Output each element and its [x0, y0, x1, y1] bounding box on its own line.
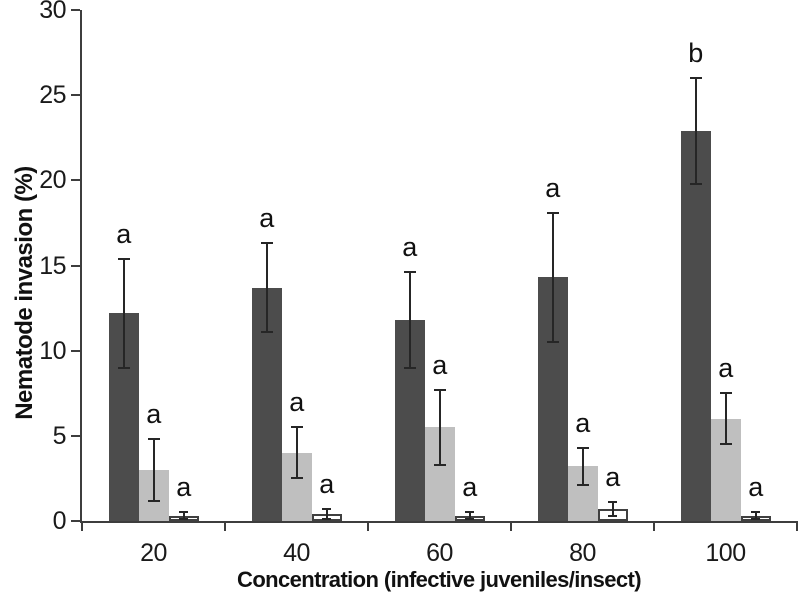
- error-bar-cap-bottom: [179, 518, 188, 521]
- x-axis-title: Concentration (infective juveniles/insec…: [237, 567, 642, 592]
- significance-letter: a: [176, 472, 191, 503]
- error-bar: [551, 212, 554, 343]
- error-bar-cap-bottom: [608, 514, 617, 517]
- y-axis-tick: [71, 9, 80, 11]
- error-bar: [754, 512, 757, 520]
- significance-letter: a: [718, 353, 733, 384]
- error-bar-cap-top: [719, 392, 732, 395]
- significance-letter: a: [462, 472, 477, 503]
- error-bar: [438, 389, 441, 465]
- error-bar-cap-bottom: [719, 443, 732, 446]
- significance-letter: a: [605, 462, 620, 493]
- y-axis-tick: [71, 349, 80, 352]
- error-bar: [152, 439, 155, 501]
- error-bar-cap-top: [576, 446, 589, 449]
- y-tick-label: 0: [52, 507, 67, 535]
- error-bar: [182, 512, 185, 520]
- x-axis-tick: [367, 523, 369, 531]
- error-bar: [265, 243, 268, 332]
- error-bar-cap-bottom: [290, 477, 303, 480]
- x-tick-label: 20: [140, 539, 167, 567]
- significance-letter: a: [545, 172, 560, 203]
- y-tick-label: 10: [39, 336, 66, 365]
- y-axis-tick: [71, 520, 80, 522]
- error-bar-cap-top: [608, 501, 617, 504]
- error-bar-cap-top: [546, 211, 559, 214]
- y-axis-tick: [71, 264, 80, 267]
- error-bar: [122, 258, 125, 368]
- significance-letter: a: [748, 472, 763, 503]
- error-bar-cap-bottom: [403, 366, 416, 369]
- x-tick-label: 40: [283, 539, 310, 567]
- error-bar: [611, 502, 614, 516]
- x-tick-label: 80: [569, 539, 596, 567]
- bar-dark-gray-bars-100: [680, 130, 711, 521]
- error-bar-cap-top: [290, 426, 303, 429]
- error-bar-cap-top: [433, 388, 446, 391]
- significance-letter: a: [402, 232, 417, 263]
- significance-letter: a: [146, 399, 161, 430]
- significance-letter: a: [116, 218, 131, 249]
- significance-letter: a: [319, 469, 334, 500]
- error-bar-cap-top: [260, 242, 273, 245]
- error-bar-cap-top: [403, 271, 416, 274]
- error-bar: [581, 447, 584, 486]
- significance-letter: a: [289, 387, 304, 418]
- x-tick-label: 100: [705, 539, 746, 567]
- error-bar-cap-bottom: [546, 341, 559, 344]
- error-bar-cap-top: [751, 511, 760, 514]
- y-axis-tick: [71, 434, 80, 437]
- error-bar-cap-bottom: [576, 484, 589, 487]
- x-axis-tick: [796, 523, 798, 531]
- error-bar-cap-top: [689, 77, 702, 80]
- x-axis-tick: [224, 523, 226, 531]
- error-bar: [694, 78, 697, 184]
- x-tick-label: 60: [426, 539, 453, 567]
- error-bar: [325, 509, 328, 520]
- error-bar: [468, 512, 471, 520]
- error-bar-cap-top: [322, 508, 331, 511]
- error-bar: [724, 393, 727, 445]
- x-axis-tick: [653, 523, 655, 531]
- error-bar: [408, 272, 411, 368]
- x-axis-tick: [81, 523, 83, 531]
- error-bar-cap-bottom: [260, 330, 273, 333]
- error-bar-cap-bottom: [322, 518, 331, 521]
- error-bar-cap-bottom: [465, 518, 474, 521]
- error-bar-cap-top: [147, 438, 160, 441]
- error-bar-cap-top: [465, 511, 474, 514]
- error-bar-cap-top: [117, 257, 130, 260]
- significance-letter: a: [259, 203, 274, 234]
- error-bar-cap-bottom: [433, 463, 446, 466]
- y-tick-label: 5: [52, 421, 67, 450]
- significance-letter: a: [432, 349, 447, 380]
- error-bar-cap-top: [179, 511, 188, 514]
- y-tick-label: 30: [39, 0, 66, 24]
- x-axis-tick: [510, 523, 512, 531]
- error-bar-cap-bottom: [751, 518, 760, 521]
- error-bar: [295, 427, 298, 479]
- y-axis-tick: [71, 179, 80, 182]
- error-bar-cap-bottom: [147, 499, 160, 502]
- y-axis-line: [80, 10, 82, 523]
- error-bar-cap-bottom: [689, 182, 702, 185]
- error-bar-cap-bottom: [117, 366, 130, 369]
- y-tick-label: 15: [39, 251, 66, 280]
- significance-letter: a: [575, 407, 590, 438]
- y-axis-tick: [71, 94, 80, 97]
- y-tick-label: 20: [39, 166, 66, 195]
- x-axis-line: [80, 521, 798, 523]
- significance-letter: b: [688, 38, 703, 69]
- y-tick-label: 25: [39, 81, 66, 110]
